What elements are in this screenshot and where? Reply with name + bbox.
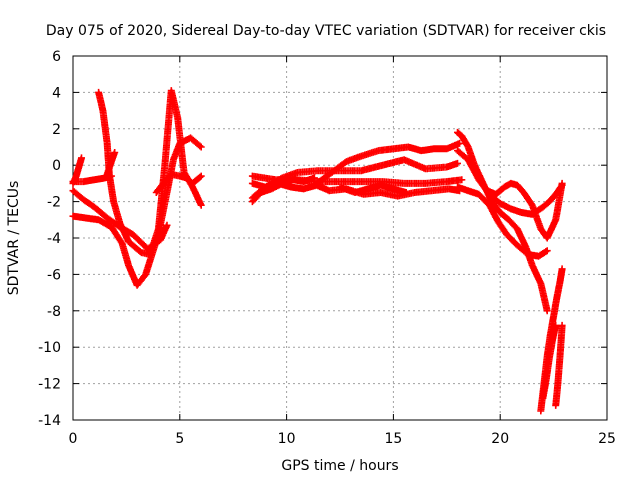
series-sat-p — [454, 183, 551, 260]
series-sat-q — [483, 179, 566, 242]
y-tick-label: -10 — [38, 340, 61, 356]
series-sat-e — [95, 87, 205, 258]
y-tick-label: -6 — [47, 267, 61, 283]
series-sat-f — [152, 170, 205, 196]
grid-lines — [73, 56, 607, 420]
data-point-markers — [483, 179, 566, 242]
x-tick-label: 20 — [491, 431, 509, 447]
y-tick-label: 2 — [52, 122, 61, 138]
y-tick-label: 6 — [52, 49, 61, 65]
data-point-markers — [152, 170, 205, 196]
axis-ticks: 0 5 10 15 20 25 -14 -12 -10 -8 -6 -4 -2 0 2 4 6 — [38, 49, 616, 447]
series-sat-l — [336, 181, 410, 196]
series-sat-g — [103, 149, 119, 178]
data-point-markers — [454, 183, 551, 260]
data-point-markers — [552, 321, 566, 409]
series-sat-t — [552, 321, 566, 409]
y-tick-label: -12 — [38, 377, 61, 393]
data-point-markers — [248, 174, 318, 206]
y-axis-label: SDTVAR / TECUs — [6, 181, 22, 296]
data-point-markers — [95, 87, 205, 258]
y-tick-label: -8 — [47, 304, 61, 320]
y-tick-label: 4 — [52, 85, 61, 101]
data-point-markers — [69, 134, 205, 289]
y-tick-label: -4 — [47, 231, 61, 247]
x-axis-label: GPS time / hours — [281, 458, 398, 474]
x-tick-label: 15 — [384, 431, 402, 447]
series-sat-s — [539, 321, 560, 402]
series-sat-m — [248, 174, 318, 206]
y-tick-label: -14 — [38, 413, 61, 429]
x-tick-label: 25 — [598, 431, 616, 447]
x-tick-label: 5 — [175, 431, 184, 447]
data-point-markers — [539, 321, 560, 402]
series-sat-d — [69, 134, 205, 289]
x-tick-label: 10 — [278, 431, 296, 447]
y-tick-label: 0 — [52, 158, 61, 174]
x-tick-label: 0 — [69, 431, 78, 447]
data-point-markers — [336, 181, 410, 196]
y-tick-label: -2 — [47, 195, 61, 211]
chart-title: Day 075 of 2020, Sidereal Day-to-day VTE… — [46, 23, 606, 39]
data-point-markers — [103, 149, 119, 178]
data-marks — [69, 87, 566, 415]
